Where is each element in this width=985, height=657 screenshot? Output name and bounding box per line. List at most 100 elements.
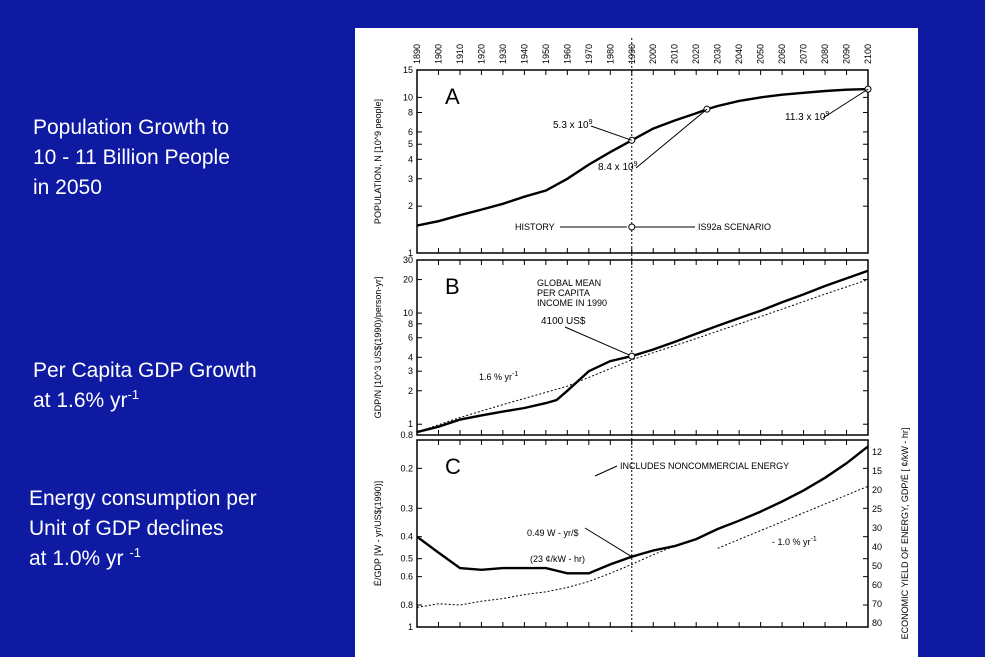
right-tick-label: 50 xyxy=(872,561,882,571)
history-label: HISTORY xyxy=(515,222,555,232)
year-tick-label: 2030 xyxy=(713,44,723,64)
panel-frame-2 xyxy=(416,439,869,628)
panel-letter: A xyxy=(445,84,460,109)
energy-caption-line3-sup: -1 xyxy=(129,545,141,560)
y-tick-label: 0.2 xyxy=(400,463,413,473)
y-tick-label: 15 xyxy=(403,65,413,75)
y-tick-label: 2 xyxy=(408,386,413,396)
gdp-caption-line2: at 1.6% yr-1 xyxy=(33,386,257,416)
right-tick-label: 80 xyxy=(872,618,882,628)
panel-c: 0.2 0.3 0.4 0.5 0.6 0.8 1 Ė/GDP [W - yr/US$(199… xyxy=(373,428,910,640)
energy-caption-line2: Unit of GDP declines xyxy=(29,517,224,540)
y-tick-label: 4 xyxy=(408,154,413,164)
income-note-line: INCOME IN 1990 xyxy=(537,298,607,308)
y-tick-label: 1 xyxy=(408,419,413,429)
year-tick-label: 1890 xyxy=(412,44,422,64)
series-line-1 xyxy=(416,279,869,433)
y-tick-label: 3 xyxy=(408,174,413,184)
year-tick-label: 2020 xyxy=(691,44,701,64)
panel-letter: C xyxy=(445,454,461,479)
y-tick-label: 0.8 xyxy=(400,600,413,610)
y-tick-label: 10 xyxy=(403,92,413,102)
y-tick-label: 2 xyxy=(408,201,413,211)
decline-rate-sup: -1 xyxy=(811,536,817,543)
y-tick-label: 8 xyxy=(408,107,413,117)
year-tick-label: 1970 xyxy=(584,44,594,64)
population-caption: Population Growth to 10 - 11 Billion Peo… xyxy=(33,113,230,203)
y-axis-label: GDP/N [10^3 US$(1990)/person-yr] xyxy=(373,277,383,419)
panel-a: 1 2 3 4 5 6 8 10 15 POPULATION, N [10^9 people] A 5… xyxy=(373,65,872,258)
series-line-0 xyxy=(416,87,869,227)
point-leader xyxy=(590,125,632,141)
year-tick-label: 1930 xyxy=(498,44,508,64)
right-tick-label: 30 xyxy=(872,523,882,533)
point-label: 11.3 x 109 xyxy=(785,111,829,123)
year-tick-label: 1900 xyxy=(433,44,443,64)
y-tick-label: 1 xyxy=(408,622,413,632)
intensity-value: 0.49 W - yr/$ xyxy=(527,528,579,538)
point-label-sup: 9 xyxy=(589,119,593,126)
point-label: 5.3 x 109 xyxy=(553,119,593,131)
point-leader xyxy=(635,108,708,169)
energy-caption: Energy consumption per Unit of GDP decli… xyxy=(29,484,257,574)
series-line-0 xyxy=(416,445,869,575)
panel-frames xyxy=(416,38,869,633)
figure: 1890 1900 1910 1920 1930 1940 1950 1960 1970 1980… xyxy=(355,28,918,657)
decline-rate-label: - 1.0 % yr-1 xyxy=(772,536,817,547)
y-tick-label: 1 xyxy=(408,248,413,258)
gdp-caption-line2-text: at 1.6% yr xyxy=(33,389,128,412)
year-tick-label: 1920 xyxy=(476,44,486,64)
year-tick-label: 2040 xyxy=(734,44,744,64)
population-caption-line2: 10 - 11 Billion People xyxy=(33,146,230,169)
y-tick-label: 5 xyxy=(408,139,413,149)
y-tick-label: 30 xyxy=(403,255,413,265)
right-tick-label: 40 xyxy=(872,542,882,552)
income-value: 4100 US$ xyxy=(541,316,586,327)
y-axis-label: POPULATION, N [10^9 people] xyxy=(373,99,383,224)
panel-frame-0 xyxy=(416,69,869,254)
right-tick-label: 60 xyxy=(872,580,882,590)
year-tick-label: 2060 xyxy=(777,44,787,64)
y-tick-label: 6 xyxy=(408,333,413,343)
series-line-2 xyxy=(717,485,869,549)
year-tick-label: 2100 xyxy=(863,44,873,64)
income-note-line: PER CAPITA xyxy=(537,288,590,298)
panel-frame-1 xyxy=(416,259,869,436)
right-axis-label: ECONOMIC YIELD OF ENERGY, GDP/Ė [ ¢/kW -… xyxy=(900,428,910,640)
income-note-line: GLOBAL MEAN xyxy=(537,278,601,288)
point-leader xyxy=(822,88,869,119)
series-line-0 xyxy=(416,269,869,434)
year-tick-label: 2000 xyxy=(648,44,658,64)
year-axis: 1890 1900 1910 1920 1930 1940 1950 1960 1970 1980… xyxy=(412,44,873,627)
y-tick-label: 20 xyxy=(403,275,413,285)
y-tick-label: 3 xyxy=(408,366,413,376)
y-axis-label: Ė/GDP [W - yr/US$(1990)] xyxy=(373,481,383,586)
year-tick-label: 1910 xyxy=(455,44,465,64)
noncommercial-leader xyxy=(594,465,618,477)
y-tick-label: 0.6 xyxy=(400,572,413,582)
scenario-marker xyxy=(628,223,636,231)
year-tick-label: 1940 xyxy=(519,44,529,64)
gdp-caption-line1: Per Capita GDP Growth xyxy=(33,359,257,382)
right-tick-label: 12 xyxy=(872,447,882,457)
right-tick-label: 15 xyxy=(872,466,882,476)
population-caption-line1: Population Growth to xyxy=(33,116,230,139)
energy-caption-line3: at 1.0% yr -1 xyxy=(29,544,257,574)
point-label: 8.4 x 109 xyxy=(598,161,638,173)
point-label-sup: 9 xyxy=(634,161,638,168)
y-tick-label: 0.4 xyxy=(400,532,413,542)
y-tick-label: 0.5 xyxy=(400,554,413,564)
noncommercial-note: INCLUDES NONCOMMERCIAL ENERGY xyxy=(620,461,789,471)
growth-rate-sup: -1 xyxy=(512,371,518,378)
panel-letter: B xyxy=(445,274,460,299)
right-tick-label: 70 xyxy=(872,599,882,609)
year-tick-label: 1960 xyxy=(562,44,572,64)
y-tick-label: 6 xyxy=(408,127,413,137)
y-tick-label: 4 xyxy=(408,352,413,362)
income-marker xyxy=(628,352,636,360)
year-tick-label: 2010 xyxy=(670,44,680,64)
y-tick-label: 0.3 xyxy=(400,503,413,513)
year-tick-label: 2070 xyxy=(799,44,809,64)
point-label-sup: 9 xyxy=(825,111,829,118)
series-line-1 xyxy=(416,545,675,608)
